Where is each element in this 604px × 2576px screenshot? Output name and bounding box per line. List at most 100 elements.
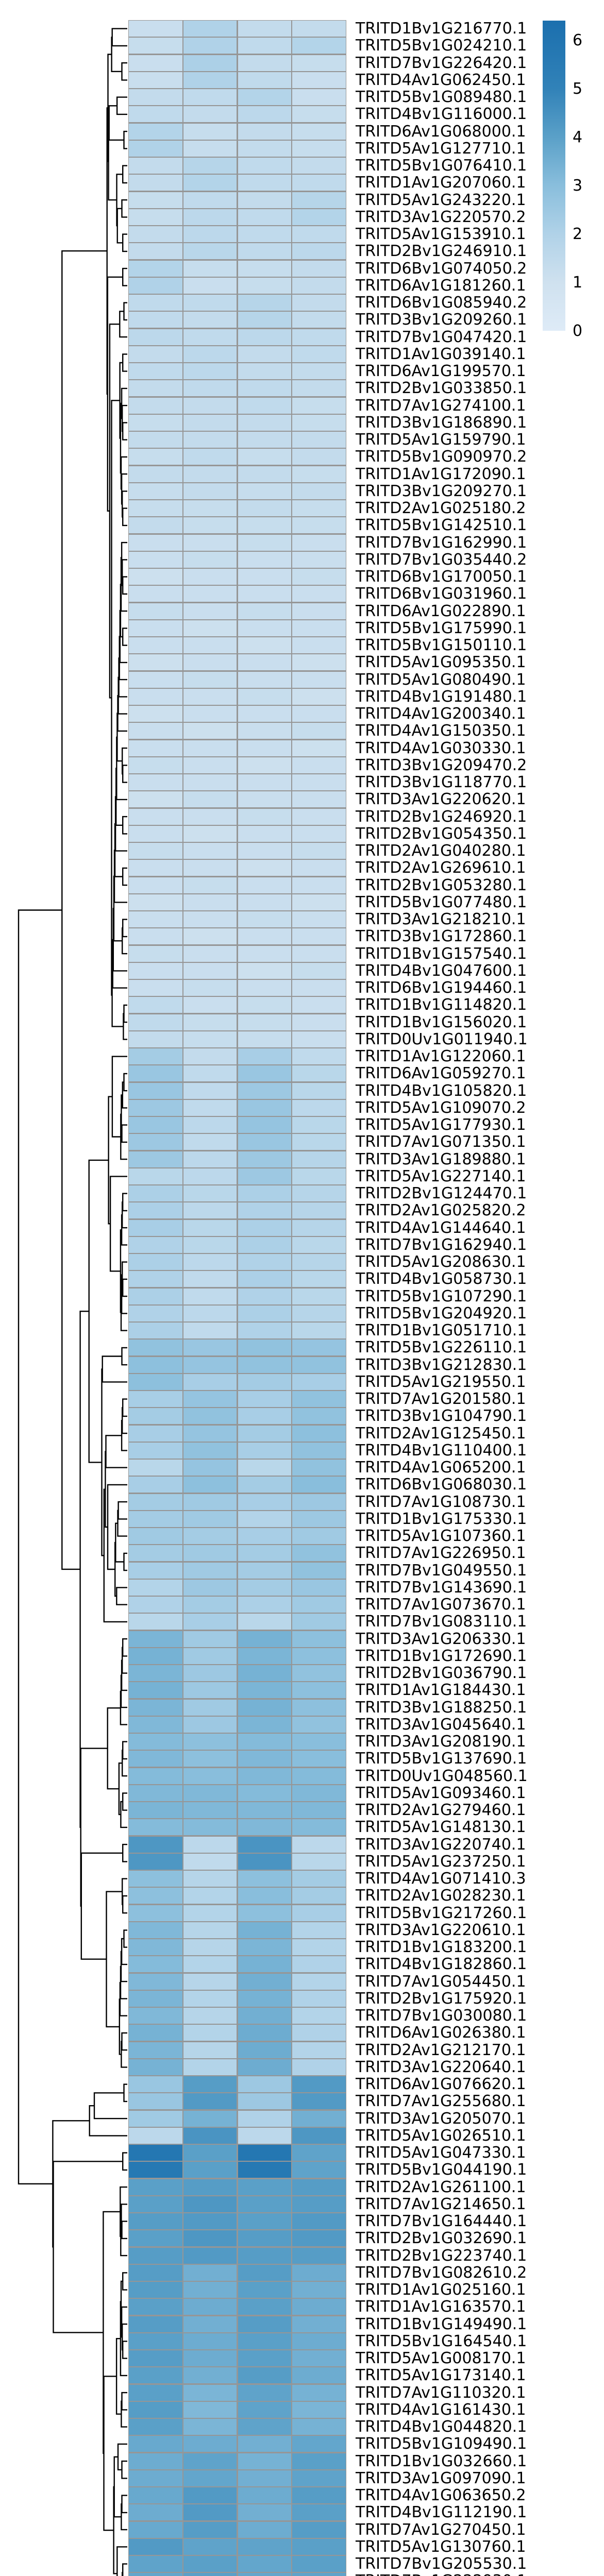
colorbar-gradient xyxy=(543,21,565,331)
row-label: TRITD2Bv1G053280.1 xyxy=(356,876,527,894)
heatmap-cell xyxy=(129,466,182,482)
row-label: TRITD5Bv1G142510.1 xyxy=(356,516,527,535)
heatmap-cell xyxy=(183,1699,237,1716)
heatmap-cell xyxy=(238,1168,292,1184)
heatmap-cell xyxy=(129,757,182,773)
heatmap-cell xyxy=(238,2008,292,2024)
row-label: TRITD3Bv1G118770.1 xyxy=(356,773,527,792)
heatmap-cell xyxy=(183,1442,237,1459)
heatmap-cell xyxy=(129,72,182,88)
heatmap-cell xyxy=(183,2367,237,2384)
row-label: TRITD1Bv1G183200.1 xyxy=(356,1938,527,1957)
row-label: TRITD2Av1G269610.1 xyxy=(356,859,526,877)
heatmap-cell xyxy=(292,483,346,499)
heatmap-cell xyxy=(129,1117,182,1133)
heatmap-cell xyxy=(183,346,237,362)
row-label: TRITD2Av1G025180.2 xyxy=(356,499,526,518)
heatmap-cell xyxy=(129,2145,182,2161)
heatmap-cell xyxy=(292,1562,346,1579)
heatmap-cell xyxy=(292,2213,346,2230)
heatmap-cell xyxy=(238,997,292,1013)
heatmap-cell xyxy=(183,38,237,54)
row-label: TRITD6Bv1G068030.1 xyxy=(356,1476,527,1494)
heatmap-cell xyxy=(292,1768,346,1784)
colorbar-tick-label: 0 xyxy=(573,321,583,340)
heatmap-cell xyxy=(292,1048,346,1065)
heatmap-cell xyxy=(129,2556,182,2572)
row-label: TRITD1Bv1G051710.1 xyxy=(356,1321,527,1340)
heatmap-cell xyxy=(292,1511,346,1527)
row-label: TRITD1Av1G207060.1 xyxy=(356,174,526,192)
heatmap-cell xyxy=(129,226,182,243)
heatmap-cell xyxy=(129,1391,182,1408)
heatmap-cell xyxy=(183,688,237,705)
heatmap-cell xyxy=(238,483,292,499)
heatmap-cell xyxy=(292,2042,346,2058)
heatmap-cell xyxy=(129,860,182,876)
heatmap-cell xyxy=(292,140,346,157)
row-label: TRITD2Av1G261100.1 xyxy=(356,2178,526,2196)
heatmap-cell xyxy=(238,123,292,140)
heatmap-cell xyxy=(292,1682,346,1699)
heatmap-cell xyxy=(292,1699,346,1716)
heatmap-cell xyxy=(183,1151,237,1167)
heatmap-cell xyxy=(238,1716,292,1733)
row-label: TRITD4Av1G063650.2 xyxy=(356,2486,526,2505)
heatmap-cell xyxy=(238,346,292,362)
heatmap-cell xyxy=(238,791,292,808)
heatmap-cell xyxy=(238,637,292,654)
heatmap-cell xyxy=(129,397,182,414)
heatmap-cell xyxy=(183,2316,237,2332)
heatmap-cell xyxy=(129,89,182,106)
heatmap-cell xyxy=(238,2196,292,2212)
heatmap-cell xyxy=(183,2127,237,2144)
heatmap-cell xyxy=(129,1065,182,1082)
heatmap-cell xyxy=(292,432,346,448)
heatmap-cell xyxy=(129,2042,182,2058)
heatmap-cell xyxy=(238,1956,292,1973)
heatmap-cell xyxy=(183,1031,237,1047)
heatmap-cell xyxy=(292,2230,346,2247)
row-label: TRITD2Bv1G054350.1 xyxy=(356,824,527,843)
heatmap-cell xyxy=(292,1545,346,1562)
row-label: TRITD2Av1G125450.1 xyxy=(356,1424,526,1443)
heatmap-cell xyxy=(292,243,346,260)
heatmap-cell xyxy=(183,1785,237,1801)
row-label: TRITD7Bv1G164440.1 xyxy=(356,2212,527,2231)
heatmap-cell xyxy=(238,1922,292,1938)
heatmap-cell xyxy=(238,1408,292,1425)
row-label: TRITD2Bv1G246920.1 xyxy=(356,807,527,826)
heatmap-cell xyxy=(183,1323,237,1339)
heatmap-cell xyxy=(183,2025,237,2041)
row-label: TRITD1Bv1G156020.1 xyxy=(356,1013,527,1031)
heatmap-cell xyxy=(292,757,346,773)
heatmap-cell xyxy=(292,2025,346,2041)
heatmap-cell xyxy=(292,1956,346,1973)
heatmap-cell xyxy=(183,209,237,225)
heatmap-cell xyxy=(292,962,346,979)
row-label: TRITD6Av1G026380.1 xyxy=(356,2024,526,2042)
row-label: TRITD7Bv1G083110.1 xyxy=(356,1613,527,1631)
row-label: TRITD6Bv1G170050.1 xyxy=(356,568,527,586)
heatmap-cell xyxy=(183,1819,237,1836)
heatmap-cell xyxy=(292,1236,346,1253)
heatmap-cell xyxy=(183,1048,237,1065)
heatmap-cell xyxy=(292,877,346,893)
heatmap-cell xyxy=(292,997,346,1013)
heatmap-cell xyxy=(129,1236,182,1253)
heatmap-cell xyxy=(129,2367,182,2384)
row-label: TRITD7Av1G071350.1 xyxy=(356,1133,526,1151)
heatmap-cell xyxy=(129,825,182,842)
heatmap-cell xyxy=(129,329,182,345)
row-label: TRITD5Av1G243220.1 xyxy=(356,191,526,209)
heatmap-cell xyxy=(183,2333,237,2349)
heatmap-cell xyxy=(238,1562,292,1579)
heatmap-cell xyxy=(129,1853,182,1870)
heatmap-cell xyxy=(292,397,346,414)
row-label: TRITD4Av1G062450.1 xyxy=(356,71,526,89)
heatmap-cell xyxy=(292,1494,346,1510)
row-label: TRITD5Av1G026510.1 xyxy=(356,2126,526,2145)
row-label: TRITD5Av1G093460.1 xyxy=(356,1784,526,1802)
heatmap-cell xyxy=(238,158,292,174)
row-label: TRITD5Av1G159790.1 xyxy=(356,431,526,449)
